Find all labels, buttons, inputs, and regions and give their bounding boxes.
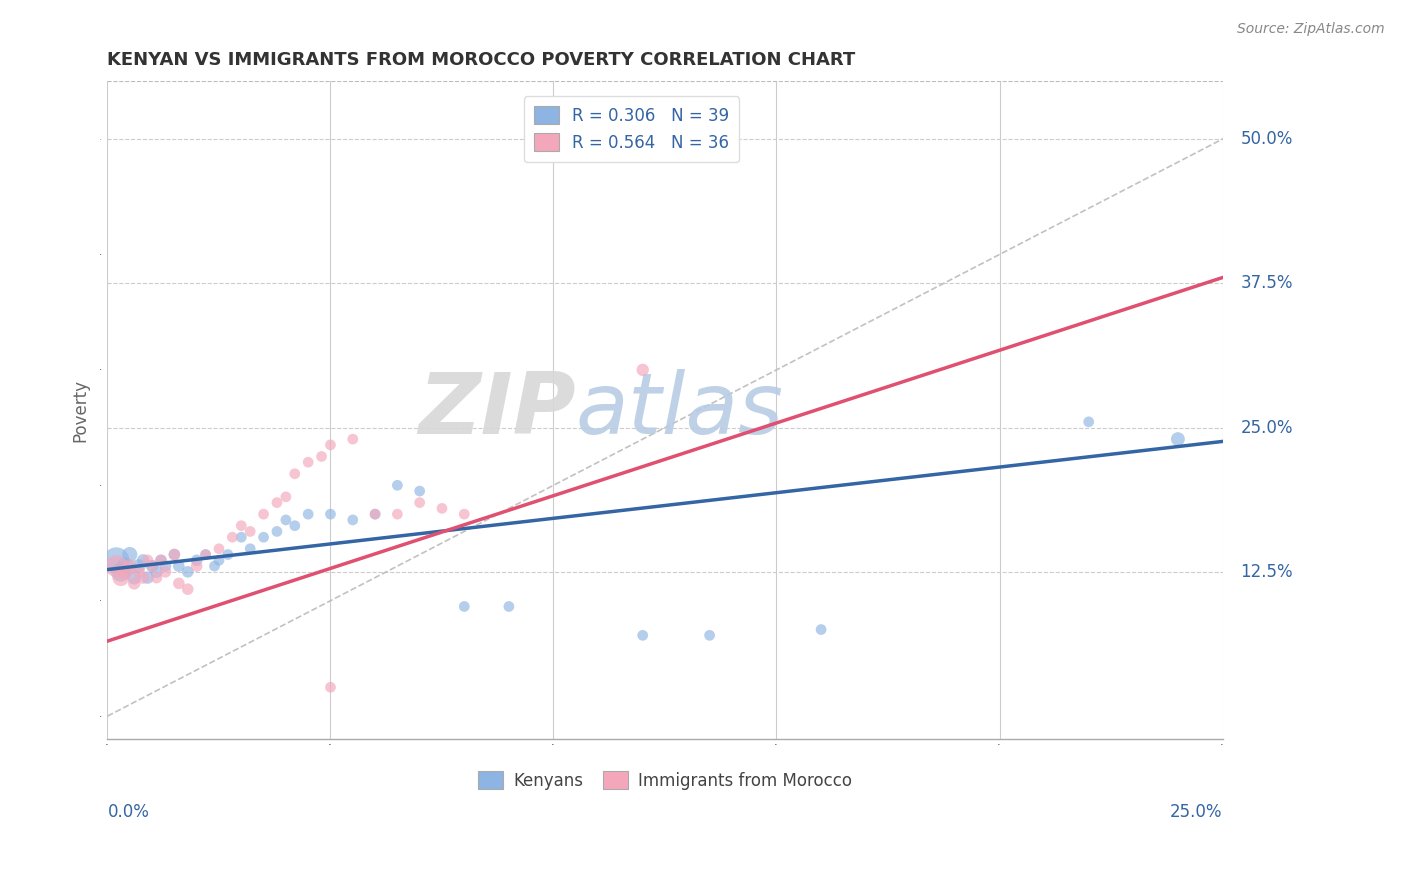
Y-axis label: Poverty: Poverty: [72, 379, 89, 442]
Point: [364, 507, 387, 521]
Point: [128, 559, 150, 574]
Text: 50.0%: 50.0%: [1240, 130, 1292, 148]
Text: 0.0%: 0.0%: [107, 803, 149, 821]
Point: [118, 559, 141, 574]
Point: [208, 541, 231, 556]
Point: [155, 565, 177, 579]
Point: [136, 553, 159, 567]
Point: [194, 548, 217, 562]
Point: [145, 565, 167, 579]
Text: 25.0%: 25.0%: [1240, 418, 1294, 436]
Point: [141, 559, 163, 574]
Point: [311, 450, 333, 464]
Point: [284, 467, 307, 481]
Point: [239, 524, 262, 539]
Point: [699, 628, 721, 642]
Point: [1167, 432, 1189, 446]
Point: [266, 495, 288, 509]
Point: [105, 553, 128, 567]
Point: [118, 548, 141, 562]
Point: [297, 507, 319, 521]
Point: [186, 559, 208, 574]
Point: [167, 576, 190, 591]
Point: [122, 576, 145, 591]
Point: [132, 571, 155, 585]
Point: [387, 478, 409, 492]
Point: [194, 548, 217, 562]
Point: [145, 571, 167, 585]
Point: [177, 565, 200, 579]
Point: [319, 507, 342, 521]
Point: [149, 553, 172, 567]
Point: [274, 513, 297, 527]
Text: 37.5%: 37.5%: [1240, 275, 1294, 293]
Point: [186, 553, 208, 567]
Point: [631, 628, 654, 642]
Point: [122, 571, 145, 585]
Point: [266, 524, 288, 539]
Point: [387, 507, 409, 521]
Point: [204, 559, 226, 574]
Point: [319, 438, 342, 452]
Point: [453, 599, 475, 614]
Point: [252, 530, 274, 544]
Point: [136, 571, 159, 585]
Point: [177, 582, 200, 597]
Point: [110, 565, 132, 579]
Point: [128, 565, 150, 579]
Point: [132, 553, 155, 567]
Point: [167, 559, 190, 574]
Point: [231, 530, 253, 544]
Text: 25.0%: 25.0%: [1170, 803, 1223, 821]
Point: [364, 507, 387, 521]
Text: Source: ZipAtlas.com: Source: ZipAtlas.com: [1237, 22, 1385, 37]
Point: [284, 518, 307, 533]
Point: [217, 548, 239, 562]
Point: [114, 565, 136, 579]
Point: [141, 559, 163, 574]
Point: [163, 548, 186, 562]
Text: ZIP: ZIP: [418, 368, 576, 451]
Point: [498, 599, 520, 614]
Point: [408, 484, 430, 499]
Point: [208, 553, 231, 567]
Point: [408, 495, 430, 509]
Point: [110, 571, 132, 585]
Point: [155, 559, 177, 574]
Point: [297, 455, 319, 469]
Legend: Kenyans, Immigrants from Morocco: Kenyans, Immigrants from Morocco: [471, 764, 859, 797]
Point: [274, 490, 297, 504]
Text: 12.5%: 12.5%: [1240, 563, 1294, 581]
Point: [105, 559, 128, 574]
Point: [252, 507, 274, 521]
Point: [631, 363, 654, 377]
Point: [163, 548, 186, 562]
Point: [114, 559, 136, 574]
Point: [239, 541, 262, 556]
Point: [342, 432, 364, 446]
Point: [149, 553, 172, 567]
Point: [221, 530, 243, 544]
Point: [1077, 415, 1099, 429]
Point: [231, 518, 253, 533]
Point: [342, 513, 364, 527]
Point: [430, 501, 453, 516]
Text: atlas: atlas: [576, 368, 783, 451]
Point: [319, 680, 342, 694]
Point: [453, 507, 475, 521]
Point: [810, 623, 832, 637]
Text: KENYAN VS IMMIGRANTS FROM MOROCCO POVERTY CORRELATION CHART: KENYAN VS IMMIGRANTS FROM MOROCCO POVERT…: [107, 51, 856, 69]
